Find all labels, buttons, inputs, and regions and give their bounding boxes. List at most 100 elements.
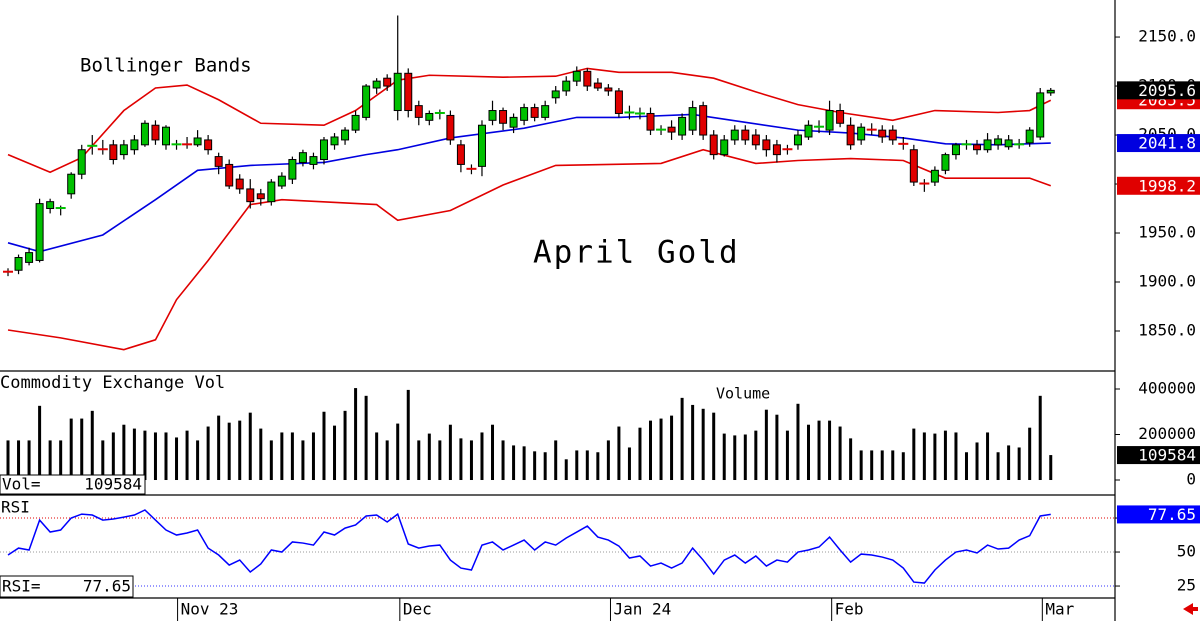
candle-body xyxy=(836,110,845,124)
y-tick-label: 1900.0 xyxy=(1138,272,1196,291)
candle-body xyxy=(14,257,23,271)
volume-bar xyxy=(764,409,768,481)
volume-bar xyxy=(217,415,221,481)
volume-bar xyxy=(396,423,400,481)
candle-body xyxy=(477,124,486,167)
candle-body xyxy=(171,143,182,146)
candle-body xyxy=(782,148,793,151)
volume-bar xyxy=(491,424,495,481)
candle-body xyxy=(583,70,592,87)
candle-body xyxy=(161,126,170,146)
x-tick-label: Feb xyxy=(835,600,864,619)
candle-body xyxy=(825,110,834,131)
volume-bar xyxy=(638,427,642,481)
candle-body xyxy=(25,252,34,263)
candle-body xyxy=(994,138,1003,146)
candle-body xyxy=(425,112,434,121)
volume-bar xyxy=(101,440,105,481)
volume-bar xyxy=(1049,455,1053,481)
candle-body xyxy=(55,207,66,210)
candle-body xyxy=(762,139,771,151)
volume-bar xyxy=(691,404,695,481)
value-tag-label: 109584 xyxy=(1138,446,1196,465)
value-tag xyxy=(1117,81,1200,100)
panel-annotation: Volume xyxy=(716,385,770,403)
candle-body xyxy=(562,80,571,92)
candle-body xyxy=(667,126,676,133)
volume-bar xyxy=(964,452,968,481)
volume-bar xyxy=(733,435,737,481)
volume-bar xyxy=(469,440,473,481)
volume-bar xyxy=(701,408,705,481)
candle-body xyxy=(541,105,550,118)
volume-bar xyxy=(543,452,547,481)
candle-body xyxy=(362,85,371,118)
candle-body xyxy=(214,156,223,167)
y-tick-label: 2150.0 xyxy=(1138,27,1196,46)
volume-bar xyxy=(722,433,726,481)
readout-box xyxy=(0,474,146,495)
bollinger-band xyxy=(7,148,1052,351)
volume-bar xyxy=(1017,447,1021,481)
volume-bar xyxy=(343,410,347,481)
scroll-arrow[interactable] xyxy=(1183,603,1198,615)
candle-body xyxy=(678,116,687,136)
volume-bar xyxy=(596,452,600,481)
candle-body xyxy=(909,149,918,183)
candle-body xyxy=(97,148,108,151)
candle-body xyxy=(930,169,939,183)
candle-body xyxy=(404,72,413,112)
volume-bar xyxy=(80,418,84,481)
candle-body xyxy=(866,128,877,131)
candle-body xyxy=(67,173,76,195)
candle-body xyxy=(456,144,465,165)
volume-bar xyxy=(280,432,284,481)
volume-bar xyxy=(375,432,379,481)
volume-bar xyxy=(248,412,252,481)
readout-value: 77.65 xyxy=(83,577,131,596)
volume-bar xyxy=(132,428,136,481)
candle-body xyxy=(87,144,98,147)
chart-title: April Gold xyxy=(533,235,740,271)
volume-bar xyxy=(986,432,990,481)
candle-body xyxy=(634,112,645,115)
volume-bar xyxy=(564,459,568,481)
volume-bar xyxy=(227,422,231,481)
volume-bar xyxy=(38,405,42,481)
candle-body xyxy=(1004,139,1013,148)
candle-body xyxy=(551,90,560,99)
volume-bar xyxy=(269,440,273,481)
candle-body xyxy=(193,137,202,146)
volume-bar xyxy=(1007,445,1011,481)
volume-bar xyxy=(585,450,589,481)
volume-bar xyxy=(712,412,716,481)
readout-label: Vol= xyxy=(2,475,41,494)
volume-bar xyxy=(975,442,979,481)
candle-body xyxy=(235,178,244,190)
candle-body xyxy=(277,175,286,187)
candle-body xyxy=(1025,129,1034,144)
volume-bar xyxy=(501,440,505,481)
volume-bar xyxy=(754,430,758,481)
volume-bar xyxy=(849,438,853,481)
value-tag xyxy=(1117,134,1200,153)
candle-body xyxy=(878,129,887,138)
candle-body xyxy=(434,111,445,114)
candle-body xyxy=(804,124,813,138)
y-tick-label: 1950.0 xyxy=(1138,223,1196,242)
volume-bar xyxy=(522,446,526,481)
candle-body xyxy=(393,72,402,112)
candle-body xyxy=(1046,89,1055,94)
candle-body xyxy=(130,139,139,151)
candle-body xyxy=(593,82,602,89)
candle-body xyxy=(709,134,718,156)
volume-bar xyxy=(364,395,368,481)
volume-bar xyxy=(996,452,1000,481)
candle-body xyxy=(319,139,328,161)
candle-body xyxy=(309,156,318,165)
candle-body xyxy=(951,144,960,156)
candle-body xyxy=(1036,92,1045,138)
volume-bar xyxy=(290,432,294,481)
volume-bar xyxy=(196,440,200,481)
